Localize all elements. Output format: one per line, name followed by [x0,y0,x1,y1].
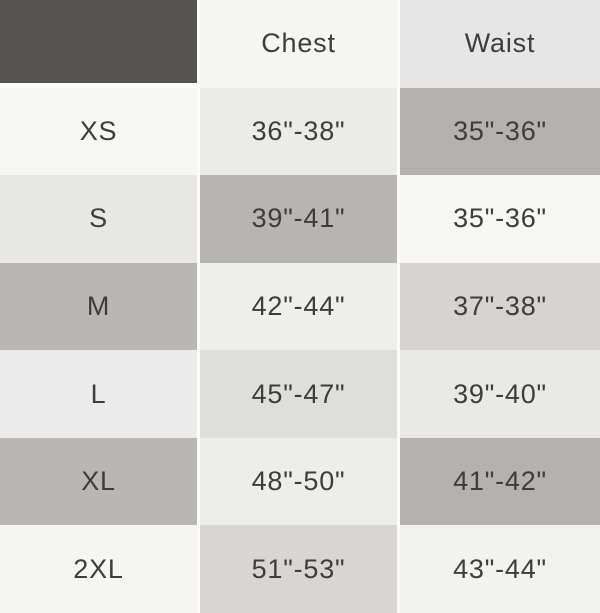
chest-value-cell: 45"-47" [200,350,397,438]
size-label-cell: S [0,175,197,263]
waist-value-cell: 39"-40" [400,350,600,438]
size-label-cell: XS [0,87,197,176]
waist-value-cell: 41"-42" [400,437,600,526]
chest-value-cell: 48"-50" [200,437,397,526]
size-label-cell: XL [0,437,197,526]
size-label-cell: 2XL [0,525,197,613]
size-label-cell: M [0,262,197,351]
chest-value-cell: 36"-38" [200,87,397,176]
waist-value-cell: 37"-38" [400,262,600,351]
waist-value-cell: 35"-36" [400,87,600,176]
chest-value-cell: 51"-53" [200,525,397,613]
chest-value-cell: 39"-41" [200,175,397,263]
size-label-cell: L [0,350,197,438]
waist-value-cell: 43"-44" [400,525,600,613]
waist-value-cell: 35"-36" [400,175,600,263]
chest-value-cell: 42"-44" [200,262,397,351]
column-header-chest: Chest [200,0,397,88]
corner-cell [0,0,197,88]
column-header-waist: Waist [400,0,600,88]
